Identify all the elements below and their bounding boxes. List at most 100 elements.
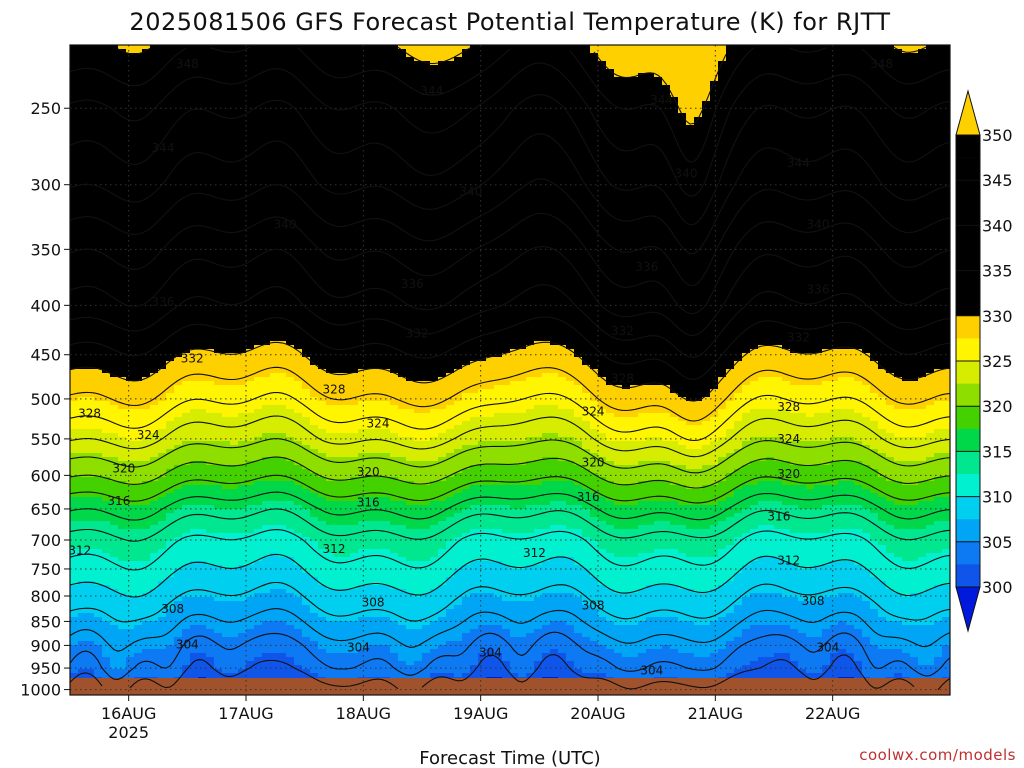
fill-cell [214,57,223,62]
fill-cell [134,525,143,530]
fill-cell [262,157,271,162]
fill-cell [278,213,287,218]
fill-cell [94,489,103,494]
fill-cell [238,589,247,594]
fill-cell [214,657,223,662]
fill-cell [158,393,167,398]
fill-cell [158,173,167,178]
fill-cell [110,629,119,634]
fill-cell [190,325,199,330]
fill-cell [70,93,79,98]
fill-cell [230,513,239,518]
fill-cell [222,249,231,254]
fill-cell [102,169,111,174]
fill-cell [174,593,183,598]
fill-cell [206,281,215,286]
fill-cell [86,57,95,62]
fill-cell [270,325,279,330]
fill-cell [182,549,191,554]
fill-cell [214,373,223,378]
fill-cell [182,153,191,158]
fill-cell [94,301,103,306]
fill-cell [110,537,119,542]
fill-cell [158,57,167,62]
fill-cell [78,257,87,262]
fill-cell [198,169,207,174]
fill-cell [150,249,159,254]
fill-cell [142,257,151,262]
fill-cell [166,633,175,638]
fill-cell [126,401,135,406]
fill-cell [294,133,303,138]
fill-cell [190,201,199,206]
fill-cell [126,325,135,330]
fill-cell [198,625,207,630]
fill-cell [134,517,143,522]
fill-cell [134,73,143,78]
fill-cell [174,365,183,370]
fill-cell [150,601,159,606]
fill-cell [230,329,239,334]
fill-cell [294,321,303,326]
fill-cell [78,485,87,490]
fill-cell [182,73,191,78]
fill-cell [278,417,287,422]
fill-cell [238,165,247,170]
fill-cell [222,269,231,274]
fill-cell [166,301,175,306]
fill-cell [222,157,231,162]
fill-cell [86,393,95,398]
fill-cell [94,553,103,558]
fill-cell [78,529,87,534]
fill-cell [110,281,119,286]
fill-cell [262,461,271,466]
fill-cell [238,105,247,110]
fill-cell [158,417,167,422]
fill-cell [110,313,119,318]
fill-cell [190,261,199,266]
fill-cell [118,561,127,566]
fill-cell [214,209,223,214]
fill-cell [142,225,151,230]
fill-cell [214,129,223,134]
fill-cell [262,57,271,62]
fill-cell [102,85,111,90]
fill-cell [150,133,159,138]
fill-cell [174,173,183,178]
fill-cell [134,641,143,646]
fill-cell [254,209,263,214]
fill-cell [278,281,287,286]
fill-cell [246,357,255,362]
fill-cell [174,361,183,366]
fill-cell [118,381,127,386]
fill-cell [238,409,247,414]
fill-cell [126,273,135,278]
fill-cell [70,645,79,650]
fill-cell [270,101,279,106]
fill-cell [94,257,103,262]
fill-cell [158,673,167,678]
fill-cell [166,261,175,266]
fill-cell [262,501,271,506]
fill-cell [86,61,95,66]
fill-cell [206,525,215,530]
fill-cell [302,249,311,254]
fill-cell [102,249,111,254]
fill-cell [278,665,287,670]
fill-cell [278,649,287,654]
fill-cell [222,589,231,594]
fill-cell [70,649,79,654]
fill-cell [302,485,311,490]
fill-cell [174,53,183,58]
fill-cell [222,349,231,354]
fill-cell [158,313,167,318]
fill-cell [294,313,303,318]
fill-cell [118,553,127,558]
fill-cell [254,229,263,234]
fill-cell [270,185,279,190]
fill-cell [142,485,151,490]
fill-cell [142,521,151,526]
fill-cell [222,545,231,550]
fill-cell [190,353,199,358]
fill-cell [150,521,159,526]
